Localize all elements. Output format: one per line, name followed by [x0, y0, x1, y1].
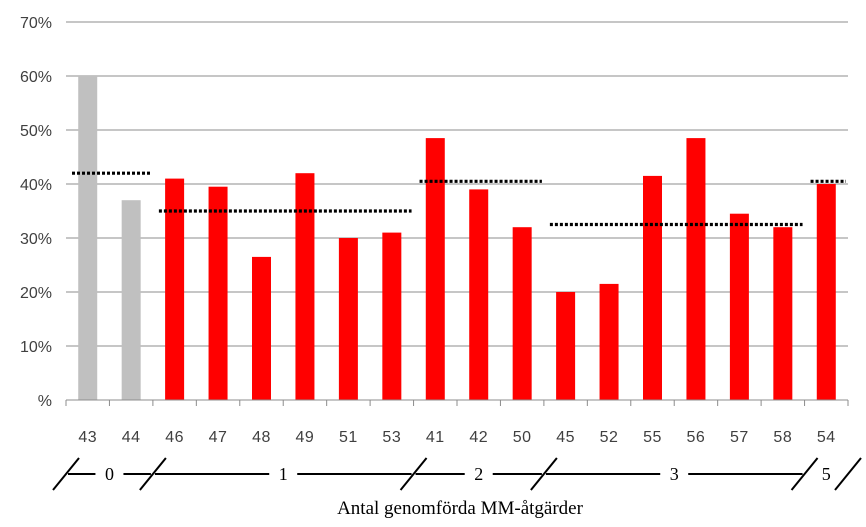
- bar-56: [686, 138, 706, 400]
- bar-48: [252, 256, 271, 400]
- bar-46: [165, 178, 185, 400]
- x-tick-label: 55: [643, 429, 662, 446]
- y-tick-label: 70%: [20, 15, 52, 32]
- bar-50: [512, 227, 532, 400]
- x-tick-label: 43: [78, 429, 97, 446]
- group-divider-slash: [52, 457, 80, 491]
- bar-52: [599, 283, 619, 400]
- group-label-2: 2: [474, 464, 483, 484]
- y-tick-label: 60%: [20, 69, 52, 86]
- bar-54: [816, 184, 836, 400]
- bar-47: [208, 186, 228, 400]
- x-tick-label: 44: [122, 429, 141, 446]
- bar-45: [556, 292, 576, 400]
- y-tick-label: 30%: [20, 231, 52, 248]
- x-tick-label: 48: [252, 429, 271, 446]
- y-tick-label: %: [38, 393, 52, 410]
- x-tick-label: 57: [730, 429, 749, 446]
- x-tick-label: 51: [339, 429, 358, 446]
- x-tick-label: 53: [382, 429, 401, 446]
- bar-42: [469, 189, 489, 400]
- group-label-1: 1: [279, 464, 288, 484]
- y-tick-label: 50%: [20, 123, 52, 140]
- x-tick-label: 58: [773, 429, 792, 446]
- group-brackets: 0 1 2 3 5: [52, 457, 862, 491]
- group-average-lines: [72, 171, 846, 227]
- bar-58: [773, 227, 793, 400]
- bar-53: [382, 232, 402, 400]
- bar-57: [729, 213, 749, 400]
- x-tick-label: 52: [600, 429, 619, 446]
- x-tick-label: 42: [469, 429, 488, 446]
- y-axis-tick-labels: % 10% 20% 30% 40% 50% 60% 70%: [20, 15, 52, 410]
- bar-51: [338, 238, 358, 400]
- x-tick-label: 56: [687, 429, 706, 446]
- group-divider-slash: [139, 457, 167, 491]
- group-divider-slash: [530, 457, 558, 491]
- group-divider-slash: [399, 457, 428, 491]
- bar-41: [425, 138, 445, 400]
- x-tick-label: 46: [165, 429, 184, 446]
- group-divider-slash: [834, 457, 862, 491]
- group-label-5: 5: [822, 464, 831, 484]
- x-tick-label: 47: [209, 429, 228, 446]
- bar-49: [295, 173, 315, 400]
- bar-55: [643, 175, 662, 400]
- x-axis-title: Antal genomförda MM-åtgärder: [337, 498, 584, 519]
- x-tick-label: 54: [817, 429, 836, 446]
- bar-43: [78, 76, 98, 400]
- bar-44: [121, 200, 141, 400]
- group-label-3: 3: [670, 464, 679, 484]
- group-divider-slash: [790, 457, 819, 491]
- y-tick-label: 40%: [20, 177, 52, 194]
- bars: [78, 76, 836, 400]
- group-label-0: 0: [105, 464, 114, 484]
- x-axis: [65, 399, 849, 406]
- x-tick-label: 50: [513, 429, 532, 446]
- x-tick-label: 41: [426, 429, 445, 446]
- gridlines: [66, 21, 848, 401]
- x-axis-tick-labels: 43 44 46 47 48 49 51 53 41 42 50 45 52 55 56 57 58 54: [78, 429, 835, 446]
- x-tick-label: 45: [556, 429, 575, 446]
- y-tick-label: 20%: [20, 285, 52, 302]
- y-tick-label: 10%: [20, 339, 52, 356]
- x-tick-label: 49: [296, 429, 315, 446]
